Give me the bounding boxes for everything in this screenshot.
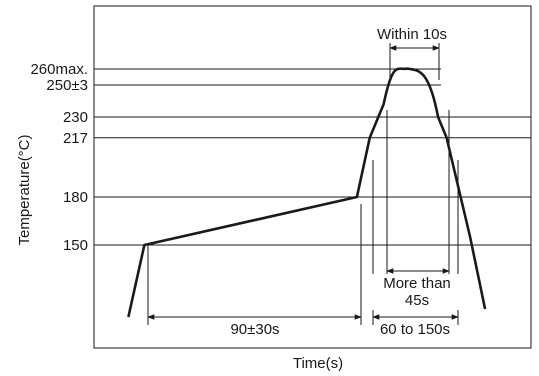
y-tick-label: 250±3 bbox=[46, 77, 88, 94]
annotation-label: Within 10s bbox=[377, 26, 447, 43]
plot-border bbox=[93, 5, 532, 349]
y-tick-label: 180 bbox=[63, 189, 88, 206]
annotation-label: 90±30s bbox=[230, 321, 279, 338]
y-axis-label: Temperature(°C) bbox=[16, 134, 33, 245]
y-tick-label: 230 bbox=[63, 109, 88, 126]
annotation-label: 45s bbox=[405, 292, 429, 309]
annotation-background bbox=[368, 25, 456, 43]
y-tick-label: 150 bbox=[63, 237, 88, 254]
y-tick-label: 260max. bbox=[30, 61, 88, 78]
plot-frame bbox=[93, 5, 532, 349]
reference-lines bbox=[94, 68, 531, 246]
annotation-background bbox=[371, 274, 463, 310]
y-tick-labels: 260max.250±3 230 217 180 150 bbox=[30, 61, 88, 254]
annotation-label: 60 to 150s bbox=[380, 321, 450, 338]
series-group bbox=[127, 67, 487, 318]
series-line-reflow-profile bbox=[127, 67, 487, 318]
annotation-label: More than bbox=[383, 275, 451, 292]
x-axis-label: Time(s) bbox=[293, 355, 343, 372]
y-tick-label: 217 bbox=[63, 130, 88, 147]
